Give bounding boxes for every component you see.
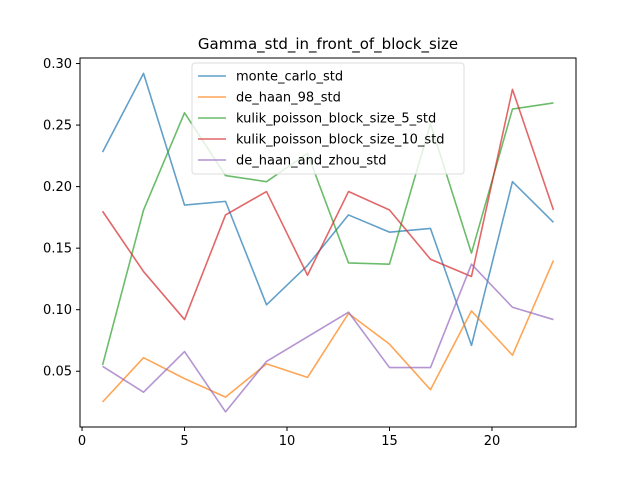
series-line-kulik_poisson_block_size_10_std xyxy=(101,88,555,321)
series-line-kulik_poisson_block_size_5_std xyxy=(101,102,554,366)
legend-box xyxy=(191,62,465,175)
series-line-de_haan_and_zhou_std xyxy=(102,263,554,413)
y-tick-label: 0.05 xyxy=(43,365,72,380)
x-axis: 0 5 10 15 20 xyxy=(78,427,500,449)
x-tick-label: 5 xyxy=(180,434,188,449)
x-tick-label: 15 xyxy=(381,434,398,449)
legend-label: kulik_poisson_block_size_10_std xyxy=(236,133,445,148)
x-tick-label: 10 xyxy=(279,434,296,449)
y-tick-label: 0.10 xyxy=(43,303,72,318)
y-tick-label: 0.20 xyxy=(43,180,72,195)
plot-area-frame xyxy=(79,57,577,428)
chart-title: Gamma_std_in_front_of_block_size xyxy=(198,35,458,54)
legend-label: de_haan_98_std xyxy=(236,91,341,106)
y-tick-label: 0.30 xyxy=(43,57,72,72)
y-tick-label: 0.25 xyxy=(43,119,72,134)
y-tick-label: 0.15 xyxy=(43,242,72,257)
legend-label: monte_carlo_std xyxy=(236,70,343,85)
x-tick-label: 20 xyxy=(484,434,501,449)
legend: monte_carlo_std de_haan_98_std kulik_poiss… xyxy=(191,62,465,175)
series-lines xyxy=(101,72,555,413)
x-tick-label: 0 xyxy=(78,434,86,449)
legend-label: kulik_poisson_block_size_5_std xyxy=(236,112,436,127)
y-axis: 0.05 0.10 0.15 0.20 0.25 0.30 xyxy=(43,57,80,380)
series-line-de_haan_98_std xyxy=(101,260,555,403)
legend-label: de_haan_and_zhou_std xyxy=(236,154,387,169)
